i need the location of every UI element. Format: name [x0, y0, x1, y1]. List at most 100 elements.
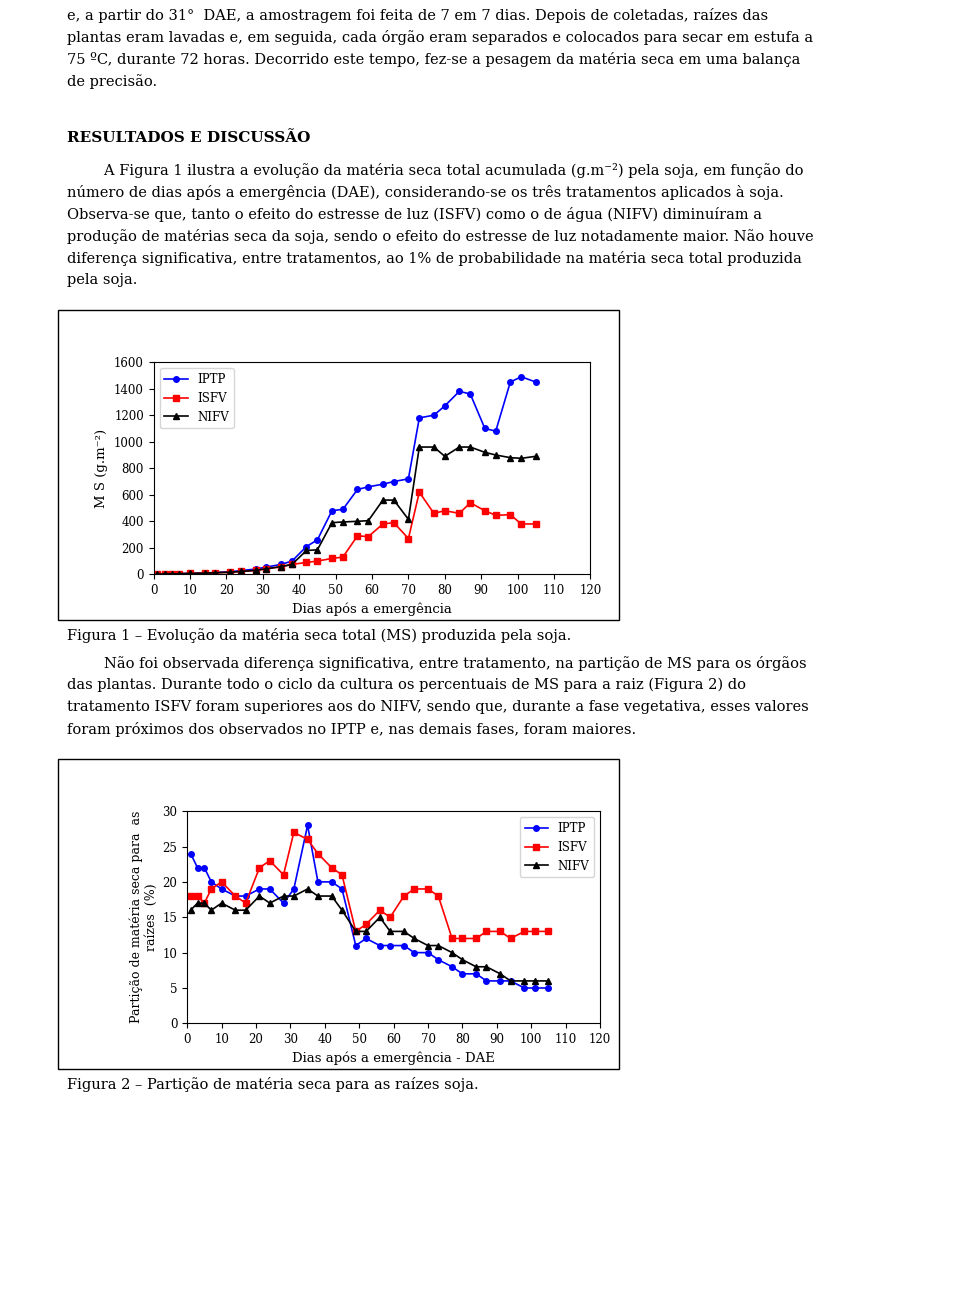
IPTP	[199, 859, 210, 875]
IPTP	[326, 874, 338, 889]
ISFV	[516, 516, 527, 532]
NIFV	[326, 888, 338, 904]
ISFV	[398, 888, 410, 904]
NIFV	[374, 909, 386, 925]
Line: ISFV: ISFV	[155, 489, 539, 576]
NIFV	[384, 923, 396, 939]
IPTP	[185, 846, 197, 862]
NIFV	[301, 882, 313, 897]
Legend: IPTP, ISFV, NIFV: IPTP, ISFV, NIFV	[520, 818, 594, 878]
IPTP	[377, 476, 389, 492]
NIFV	[261, 561, 273, 576]
NIFV	[312, 542, 324, 558]
Text: RESULTADOS E DISCUSSÃO: RESULTADOS E DISCUSSÃO	[67, 130, 311, 145]
NIFV	[470, 958, 482, 974]
NIFV	[494, 966, 506, 982]
ISFV	[374, 902, 386, 918]
ISFV	[312, 846, 324, 862]
NIFV	[446, 945, 458, 961]
NIFV	[529, 973, 540, 988]
IPTP	[301, 818, 313, 833]
ISFV	[264, 853, 276, 868]
ISFV	[363, 528, 374, 544]
NIFV	[216, 896, 228, 911]
NIFV	[235, 563, 247, 579]
ISFV	[336, 867, 348, 883]
IPTP	[276, 557, 287, 572]
IPTP	[363, 479, 374, 494]
NIFV	[288, 888, 300, 904]
IPTP	[350, 938, 362, 953]
Line: ISFV: ISFV	[188, 829, 551, 941]
NIFV	[398, 923, 410, 939]
IPTP	[351, 481, 363, 497]
NIFV	[158, 566, 170, 582]
ISFV	[253, 859, 265, 875]
ISFV	[277, 867, 289, 883]
Text: número de dias após a emergência (DAE), considerando-se os três tratamentos apli: número de dias após a emergência (DAE), …	[67, 185, 784, 200]
IPTP	[490, 424, 501, 439]
NIFV	[199, 566, 210, 582]
ISFV	[185, 888, 197, 904]
NIFV	[465, 439, 476, 455]
NIFV	[542, 973, 554, 988]
NIFV	[205, 902, 217, 918]
IPTP	[235, 563, 247, 579]
ISFV	[250, 562, 261, 578]
NIFV	[453, 439, 465, 455]
ISFV	[261, 561, 273, 576]
Y-axis label: M S (g.m⁻²): M S (g.m⁻²)	[95, 429, 108, 507]
NIFV	[185, 902, 197, 918]
ISFV	[481, 923, 492, 939]
ISFV	[152, 566, 163, 582]
IPTP	[261, 559, 273, 575]
X-axis label: Dias após a emergência: Dias após a emergência	[292, 602, 452, 615]
IPTP	[446, 958, 458, 974]
ISFV	[351, 528, 363, 544]
ISFV	[465, 496, 476, 511]
Text: Figura 2 – Partição de matéria seca para as raízes soja.: Figura 2 – Partição de matéria seca para…	[67, 1077, 479, 1091]
ISFV	[360, 917, 372, 932]
NIFV	[253, 888, 265, 904]
NIFV	[184, 566, 196, 582]
IPTP	[300, 539, 312, 554]
NIFV	[276, 559, 287, 575]
ISFV	[494, 923, 506, 939]
ISFV	[229, 888, 241, 904]
IPTP	[479, 421, 491, 437]
ISFV	[428, 506, 440, 522]
ISFV	[388, 515, 399, 531]
IPTP	[453, 383, 465, 399]
NIFV	[350, 923, 362, 939]
NIFV	[402, 511, 414, 527]
ISFV	[216, 874, 228, 889]
IPTP	[205, 874, 217, 889]
NIFV	[360, 923, 372, 939]
NIFV	[199, 896, 210, 911]
X-axis label: Dias após a emergência - DAE: Dias após a emergência - DAE	[292, 1051, 495, 1065]
NIFV	[363, 512, 374, 528]
NIFV	[422, 938, 434, 953]
NIFV	[479, 445, 491, 460]
IPTP	[360, 931, 372, 947]
ISFV	[518, 923, 530, 939]
NIFV	[337, 514, 348, 529]
Line: IPTP: IPTP	[188, 823, 551, 991]
IPTP	[166, 566, 178, 582]
NIFV	[414, 439, 425, 455]
ISFV	[240, 896, 252, 911]
NIFV	[264, 896, 276, 911]
NIFV	[428, 439, 440, 455]
IPTP	[428, 407, 440, 422]
NIFV	[377, 493, 389, 509]
IPTP	[402, 471, 414, 486]
IPTP	[374, 938, 386, 953]
ISFV	[235, 563, 247, 579]
NIFV	[312, 888, 324, 904]
ISFV	[402, 531, 414, 546]
ISFV	[505, 507, 516, 523]
IPTP	[312, 532, 324, 548]
NIFV	[152, 566, 163, 582]
IPTP	[516, 369, 527, 385]
NIFV	[351, 514, 363, 529]
